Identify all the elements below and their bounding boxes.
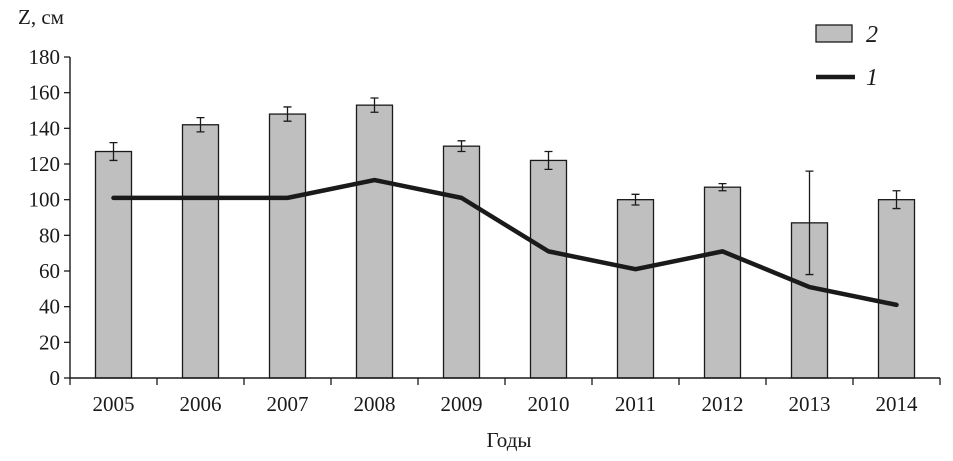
- y-tick-label-140: 140: [29, 116, 61, 140]
- x-axis-title: Годы: [487, 428, 532, 452]
- y-tick-label-40: 40: [39, 295, 60, 319]
- bar-2011: [616, 199, 655, 379]
- error-bar-2012: [718, 182, 727, 192]
- legend-label-bar: 2: [866, 22, 878, 48]
- error-bar-2011: [631, 193, 640, 206]
- x-tick-label-2014: 2014: [876, 392, 919, 416]
- bar-2012: [703, 186, 742, 379]
- y-tick-label-160: 160: [29, 81, 61, 105]
- error-bar-2013: [805, 170, 814, 276]
- bar-2010: [529, 159, 568, 379]
- x-tick-label-2013: 2013: [789, 392, 831, 416]
- error-bar-2005: [109, 141, 118, 162]
- error-bar-2010: [544, 150, 553, 170]
- line-series-1: [111, 177, 899, 308]
- y-tick-label-80: 80: [39, 223, 60, 247]
- x-tick-label-2009: 2009: [441, 392, 483, 416]
- bar-2008: [355, 104, 394, 379]
- bar-2007: [268, 113, 307, 379]
- bar-2014: [877, 199, 916, 379]
- error-bar-2008: [370, 97, 379, 113]
- y-axis-title: Z, см: [18, 5, 64, 29]
- legend-swatch-bar: [815, 24, 853, 43]
- bar-2009: [442, 145, 481, 379]
- x-tick-label-2012: 2012: [702, 392, 744, 416]
- x-tick-label-2011: 2011: [615, 392, 656, 416]
- y-tick-label-60: 60: [39, 259, 60, 283]
- y-tick-label-100: 100: [29, 188, 61, 212]
- legend-label-line: 1: [866, 65, 878, 91]
- legend: 21: [815, 22, 878, 91]
- bar-2005: [94, 150, 133, 379]
- x-tick-label-2010: 2010: [528, 392, 570, 416]
- error-bar-2009: [457, 140, 466, 153]
- y-tick-label-120: 120: [29, 152, 61, 176]
- error-bar-2006: [196, 116, 205, 133]
- plot-area: 0 20 40 60 80 100 120 140 160 180 2005 2006 2007 2008…: [29, 45, 941, 416]
- x-tick-label-2008: 2008: [354, 392, 396, 416]
- bar-2006: [181, 124, 220, 379]
- y-tick-label-20: 20: [39, 330, 60, 354]
- x-tick-label-2005: 2005: [93, 392, 135, 416]
- error-bar-2014: [892, 190, 901, 210]
- y-tick-label-0: 0: [50, 366, 61, 390]
- x-tick-label-2006: 2006: [180, 392, 222, 416]
- y-tick-label-180: 180: [29, 45, 61, 69]
- x-tick-label-2007: 2007: [267, 392, 309, 416]
- error-bar-2007: [283, 106, 292, 122]
